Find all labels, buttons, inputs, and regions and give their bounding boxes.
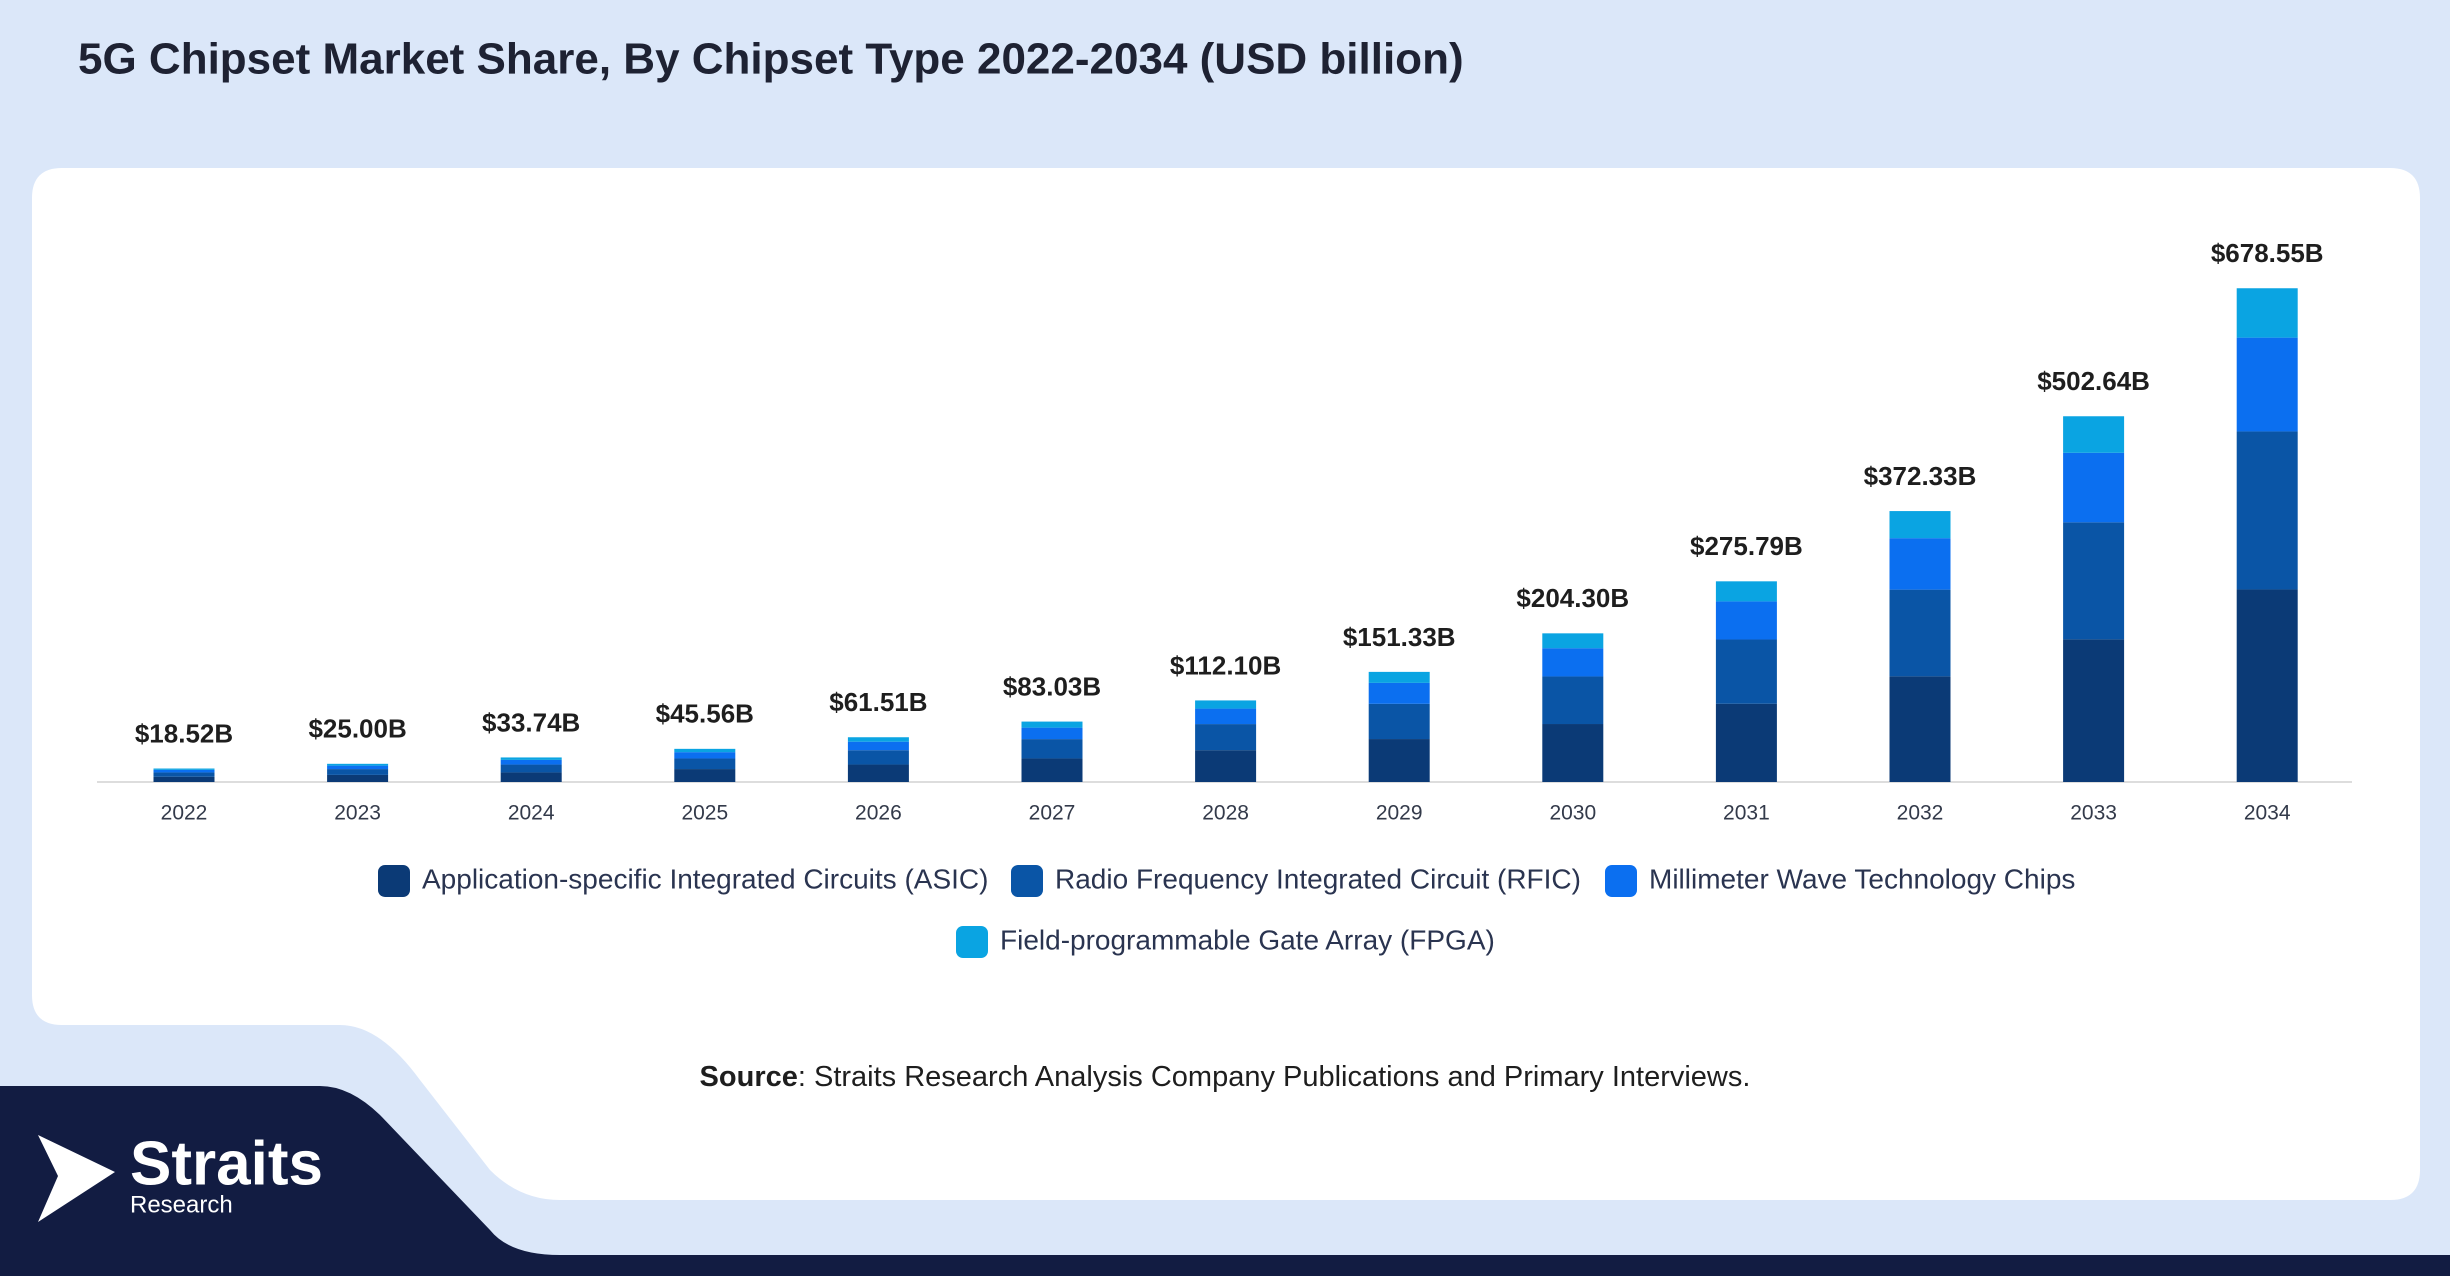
bar-segment <box>674 748 736 753</box>
bar-segment <box>2063 452 2125 523</box>
total-label: $45.56B <box>656 699 754 729</box>
total-label: $83.03B <box>1003 671 1101 701</box>
bar-segment <box>2063 416 2125 453</box>
bar-segment <box>500 764 562 773</box>
bar-segment <box>153 768 215 770</box>
bar-segment <box>327 769 389 775</box>
bar-segment <box>1542 633 1604 649</box>
x-tick-label: 2025 <box>681 802 728 825</box>
bar-segment <box>1021 739 1083 759</box>
source: Source: Straits Research Analysis Compan… <box>700 1061 1751 1093</box>
legend-swatch <box>378 865 410 897</box>
legend-label: Millimeter Wave Technology Chips <box>1649 863 2075 894</box>
bar-segment <box>153 769 215 773</box>
bar-segment <box>1715 639 1777 704</box>
bar-segment <box>1021 727 1083 740</box>
bar-segment <box>2236 337 2298 432</box>
x-tick-label: 2028 <box>1202 802 1249 825</box>
x-tick-label: 2029 <box>1376 802 1423 825</box>
footer-band <box>0 1086 2450 1276</box>
bar-segment <box>1368 682 1430 704</box>
x-tick-label: 2030 <box>1549 802 1596 825</box>
bar-segment <box>2236 431 2298 590</box>
total-label: $678.55B <box>2211 238 2324 268</box>
bar-segment <box>1021 721 1083 728</box>
bar-segment <box>1889 676 1951 782</box>
source-text: : Straits Research Analysis Company Publ… <box>798 1061 1751 1093</box>
bar-segment <box>847 764 909 782</box>
bar-segment <box>1542 724 1604 782</box>
bar-segment <box>327 763 389 766</box>
bar-segment <box>847 750 909 765</box>
bar-segment <box>2063 522 2125 640</box>
bar-segment <box>500 757 562 760</box>
bar-segment <box>1195 700 1257 709</box>
bar-segment <box>1368 703 1430 740</box>
legend-swatch <box>956 926 988 958</box>
total-label: $25.00B <box>308 714 406 744</box>
bar-segment <box>674 769 736 782</box>
bar-segment <box>847 741 909 751</box>
bar-segment <box>1889 511 1951 539</box>
bar-segment <box>500 772 562 782</box>
bar-segment <box>1889 538 1951 590</box>
total-label: $112.10B <box>1170 650 1281 680</box>
bar-segment <box>1889 589 1951 677</box>
legend-swatch <box>1011 865 1043 897</box>
source-label: Source <box>700 1061 798 1093</box>
x-tick-label: 2022 <box>161 802 208 825</box>
bar-segment <box>153 772 215 777</box>
logo-icon <box>38 1135 115 1222</box>
bar-segment <box>1368 671 1430 683</box>
bar-segment <box>1542 676 1604 725</box>
brand-sub: Research <box>130 1191 233 1218</box>
legend-swatch <box>1605 865 1637 897</box>
bar-segment <box>1542 648 1604 677</box>
total-label: $204.30B <box>1516 583 1629 613</box>
x-tick-label: 2032 <box>1897 802 1944 825</box>
legend-label: Radio Frequency Integrated Circuit (RFIC… <box>1055 863 1581 894</box>
total-label: $275.79B <box>1690 531 1803 561</box>
bar-segment <box>1195 750 1257 782</box>
x-tick-label: 2034 <box>2244 802 2291 825</box>
total-label: $61.51B <box>829 687 927 717</box>
bar-segment <box>2236 288 2298 338</box>
total-label: $502.64B <box>2037 366 2150 396</box>
bar-segment <box>1715 601 1777 640</box>
total-label: $151.33B <box>1343 622 1456 652</box>
x-tick-label: 2026 <box>855 802 902 825</box>
bar-segment <box>1715 703 1777 782</box>
x-tick-label: 2033 <box>2070 802 2117 825</box>
total-label: $33.74B <box>482 707 580 737</box>
bar-segment <box>1021 758 1083 782</box>
total-label: $18.52B <box>135 718 233 748</box>
chart-title: 5G Chipset Market Share, By Chipset Type… <box>78 35 1464 84</box>
legend-label: Application-specific Integrated Circuits… <box>422 863 988 894</box>
bar-segment <box>327 774 389 782</box>
bar-segment <box>327 765 389 770</box>
bar-segment <box>674 758 736 770</box>
x-tick-label: 2023 <box>334 802 381 825</box>
bar-segment <box>153 776 215 782</box>
bar-segment <box>1715 581 1777 602</box>
card <box>32 168 2420 1200</box>
bar-segment <box>500 759 562 765</box>
x-tick-label: 2027 <box>1029 802 1076 825</box>
bar-segment <box>2063 639 2125 782</box>
x-tick-label: 2031 <box>1723 802 1770 825</box>
bar-segment <box>674 752 736 759</box>
legend-label: Field-programmable Gate Array (FPGA) <box>1000 924 1495 955</box>
total-label: $372.33B <box>1864 461 1977 491</box>
bar-segment <box>1195 724 1257 751</box>
bar-segment <box>1368 739 1430 782</box>
bar-segment <box>1195 708 1257 725</box>
brand: Straits <box>130 1129 323 1198</box>
bar-segment <box>2236 589 2298 782</box>
bar-segment <box>847 737 909 742</box>
x-tick-label: 2024 <box>508 802 555 825</box>
